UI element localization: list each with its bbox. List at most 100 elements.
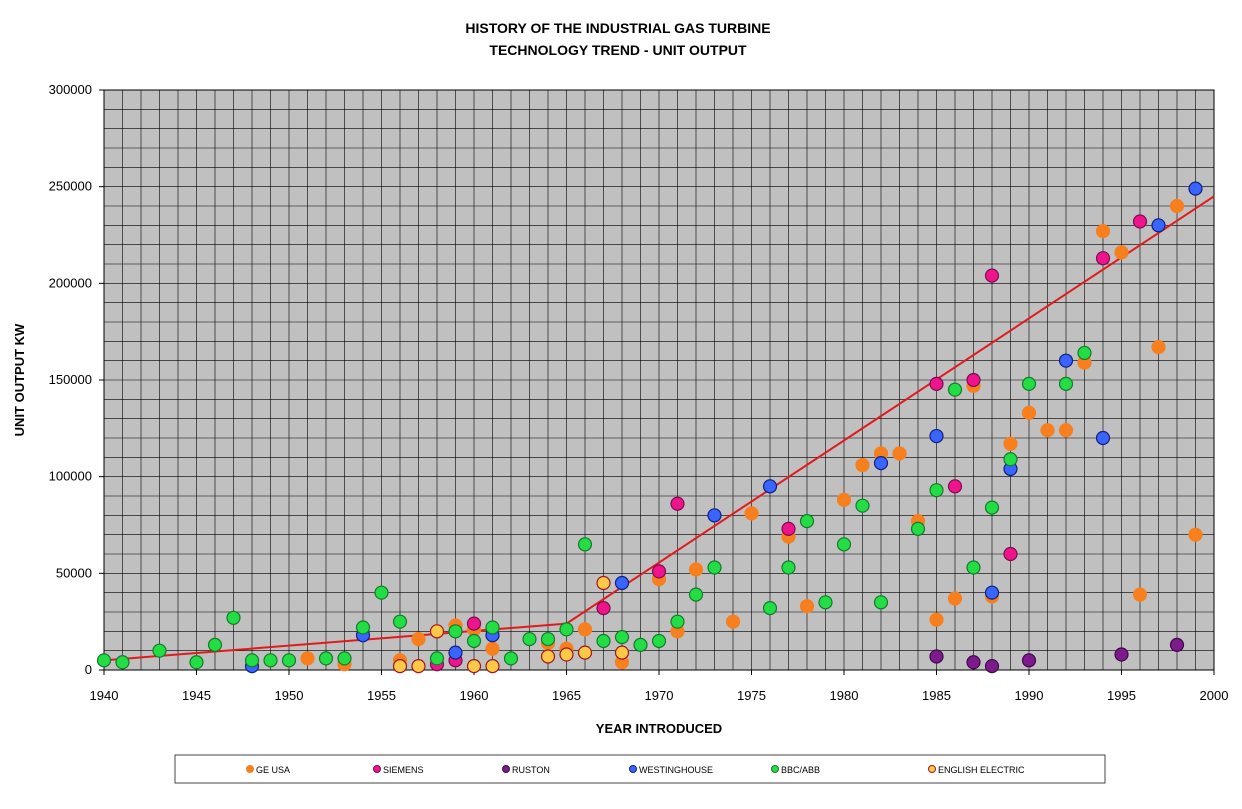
point-ge-usa	[799, 599, 815, 614]
point-siemens	[1132, 214, 1148, 229]
point-bbc-abb	[429, 651, 445, 666]
point-ge-usa	[836, 492, 852, 507]
point-ruston	[929, 649, 944, 664]
point-westinghouse	[448, 645, 463, 660]
point-bbc-abb	[189, 655, 204, 670]
point-english-electric	[559, 647, 574, 662]
point-bbc-abb	[929, 483, 944, 498]
point-bbc-abb	[873, 595, 889, 610]
y-tick-label: 50000	[56, 565, 92, 580]
y-tick-label: 200000	[49, 275, 92, 290]
point-english-electric	[540, 649, 556, 664]
point-bbc-abb	[577, 537, 593, 552]
point-westinghouse	[762, 479, 778, 494]
point-english-electric	[485, 659, 500, 674]
legend-label-ge-usa: GE USA	[256, 765, 290, 775]
point-bbc-abb	[503, 651, 519, 666]
point-bbc-abb	[984, 500, 1000, 515]
point-ge-usa	[485, 641, 500, 656]
point-english-electric	[392, 659, 408, 674]
point-english-electric	[411, 659, 426, 674]
point-westinghouse	[614, 575, 630, 591]
point-bbc-abb	[836, 537, 852, 552]
y-tick-label: 100000	[49, 469, 92, 484]
point-bbc-abb	[855, 498, 870, 513]
y-tick-label: 150000	[49, 372, 92, 387]
point-ge-usa	[1114, 245, 1129, 260]
point-ge-usa	[892, 446, 907, 461]
point-siemens	[947, 479, 963, 494]
point-bbc-abb	[96, 653, 112, 668]
point-ge-usa	[1003, 436, 1018, 451]
point-ge-usa	[1040, 423, 1055, 438]
point-bbc-abb	[1021, 376, 1037, 391]
point-bbc-abb	[281, 653, 297, 668]
x-tick-label: 1975	[737, 688, 766, 703]
point-ruston	[984, 659, 1000, 674]
point-bbc-abb	[947, 382, 963, 397]
point-ge-usa	[744, 506, 759, 521]
x-axis-title: YEAR INTRODUCED	[596, 721, 722, 736]
legend: GE USA SIEMENS RUSTON WESTINGHOUSE BBC/ABB EN…	[246, 765, 1025, 775]
y-tick-label: 250000	[49, 179, 92, 194]
point-ge-usa	[929, 612, 944, 627]
point-ruston	[1169, 637, 1185, 652]
point-ruston	[966, 655, 981, 670]
point-ge-usa	[688, 562, 704, 577]
x-tick-label: 1985	[922, 688, 951, 703]
point-bbc-abb	[207, 637, 223, 652]
legend-label-bbc-abb: BBC/ABB	[781, 765, 820, 775]
point-ge-usa	[577, 622, 593, 637]
legend-marker-siemens	[373, 765, 381, 773]
legend-label-ruston: RUSTON	[512, 765, 550, 775]
point-ge-usa	[1132, 587, 1148, 602]
point-westinghouse	[984, 585, 1000, 600]
legend-marker-ge-usa	[246, 765, 254, 773]
x-tick-label: 1940	[90, 688, 119, 703]
point-westinghouse	[1058, 353, 1074, 368]
point-bbc-abb	[762, 601, 778, 616]
point-bbc-abb	[1077, 345, 1092, 361]
point-english-electric	[614, 645, 630, 660]
point-ge-usa	[1169, 198, 1185, 214]
chart-title-line-1: HISTORY OF THE INDUSTRIAL GAS TURBINE	[465, 20, 770, 36]
point-westinghouse	[873, 456, 889, 471]
x-tick-label: 1995	[1107, 688, 1136, 703]
point-siemens	[984, 268, 1000, 283]
point-siemens	[670, 496, 685, 511]
y-tick-label: 0	[85, 662, 92, 677]
y-tick-label: 300000	[49, 82, 92, 97]
point-bbc-abb	[522, 631, 537, 647]
point-bbc-abb	[651, 633, 667, 649]
point-siemens	[781, 521, 796, 536]
point-bbc-abb	[910, 521, 926, 536]
point-westinghouse	[1188, 181, 1203, 196]
point-siemens	[966, 372, 981, 388]
point-english-electric	[466, 659, 482, 674]
point-siemens	[1003, 546, 1018, 562]
point-bbc-abb	[485, 620, 500, 635]
point-bbc-abb	[818, 595, 833, 610]
point-english-electric	[577, 645, 593, 660]
point-bbc-abb	[448, 624, 463, 639]
point-bbc-abb	[781, 560, 796, 575]
point-bbc-abb	[374, 585, 389, 600]
point-siemens	[929, 376, 944, 391]
point-ge-usa	[855, 457, 870, 473]
point-bbc-abb	[392, 614, 408, 629]
point-bbc-abb	[614, 630, 630, 645]
legend-label-westinghouse: WESTINGHOUSE	[639, 765, 713, 775]
point-bbc-abb	[633, 637, 648, 652]
point-bbc-abb	[1003, 452, 1018, 467]
point-bbc-abb	[596, 633, 611, 649]
point-bbc-abb	[799, 514, 815, 529]
point-bbc-abb	[466, 633, 482, 649]
point-ge-usa	[725, 614, 741, 629]
x-tick-label: 1980	[830, 688, 859, 703]
x-tick-label: 1950	[275, 688, 304, 703]
point-ge-usa	[411, 631, 426, 647]
point-bbc-abb	[707, 560, 722, 575]
point-english-electric	[596, 575, 611, 591]
y-axis-title: UNIT OUTPUT KW	[12, 323, 27, 436]
point-english-electric	[429, 624, 445, 639]
